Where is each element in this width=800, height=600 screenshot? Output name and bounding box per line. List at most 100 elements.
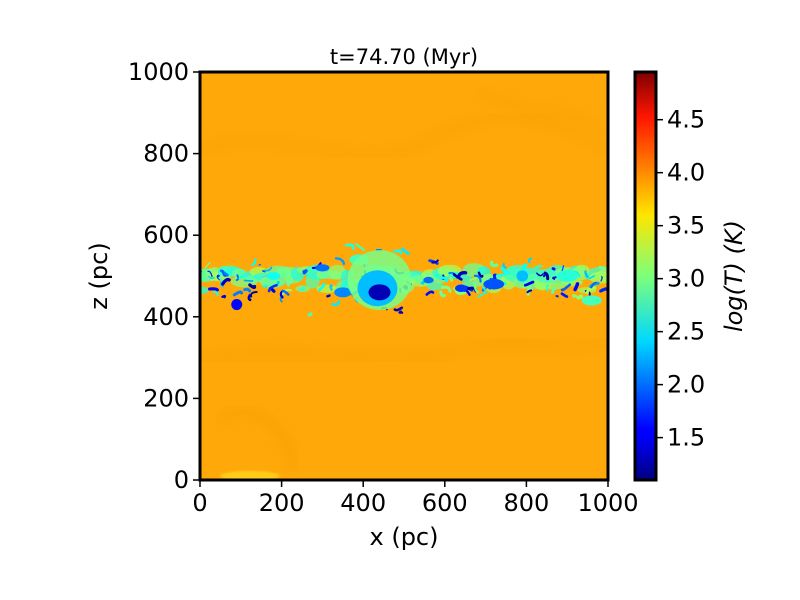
- cold-gas-filament: [543, 274, 546, 278]
- cold-gas-filament: [286, 280, 294, 287]
- cold-gas-blob: [295, 285, 311, 293]
- cold-gas-filament: [533, 265, 544, 270]
- cold-gas-filament: [456, 289, 468, 296]
- cold-gas-filament: [495, 272, 508, 278]
- cold-gas-filament: [522, 263, 528, 271]
- cold-gas-filament: [204, 261, 211, 269]
- cold-gas-filament: [232, 290, 244, 297]
- y-tick-label: 600: [143, 221, 189, 249]
- cold-gas-layer: [200, 243, 608, 317]
- cold-gas-clump: [581, 295, 602, 306]
- x-axis: 0 200 400 600 800 1000: [192, 480, 639, 517]
- cold-gas-filament: [449, 276, 453, 282]
- cold-gas-filament: [560, 292, 569, 298]
- colorbar-gradient: [635, 72, 656, 480]
- cold-gas-filament: [431, 259, 439, 264]
- colorbar-tick-label: 3.5: [667, 212, 705, 240]
- cold-gas-filament: [477, 291, 487, 298]
- colorbar-tick-label: 3.0: [667, 265, 705, 293]
- cold-gas-clump: [483, 278, 505, 290]
- cold-gas-filament: [398, 310, 404, 314]
- colorbar-tick-label: 2.5: [667, 318, 705, 346]
- cold-gas-filament: [250, 291, 258, 298]
- colorbar-frame: [633, 70, 658, 482]
- cold-gas-filament: [281, 289, 290, 296]
- cold-gas-filament: [238, 274, 249, 280]
- y-tick-label: 0: [174, 466, 189, 494]
- cold-gas-filament: [334, 257, 346, 266]
- cold-gas-filament: [425, 290, 435, 296]
- cold-gas-filament: [262, 284, 268, 288]
- cold-gas-filament: [555, 295, 559, 298]
- colorbar-tick-label: 2.0: [667, 371, 705, 399]
- cold-gas-filament: [452, 273, 463, 281]
- cold-gas-filament: [207, 270, 213, 278]
- cold-gas-filament: [481, 287, 487, 292]
- x-tick-label: 800: [503, 489, 549, 517]
- cold-gas-filament: [279, 290, 284, 299]
- cold-gas-filament: [456, 271, 468, 278]
- cold-gas-filament: [599, 287, 608, 293]
- y-tick-label: 400: [143, 303, 189, 331]
- cold-gas-filament: [221, 294, 227, 299]
- cold-gas-filament: [528, 257, 533, 264]
- cold-gas-blob: [597, 268, 608, 282]
- y-tick-label: 1000: [128, 58, 189, 86]
- cold-gas-filament: [208, 287, 219, 292]
- colorbar-axis: 1.5 2.0 2.5 3.0 3.5 4.0 4.5: [656, 106, 705, 452]
- cold-gas-filament: [243, 287, 252, 293]
- cold-gas-filament: [550, 287, 557, 295]
- cold-gas-filament: [329, 284, 333, 291]
- cold-gas-filament: [560, 283, 572, 292]
- cold-gas-filament: [546, 284, 549, 293]
- plot-frame: [198, 70, 610, 482]
- cold-gas-filament: [590, 281, 598, 289]
- cold-gas-clump: [516, 270, 529, 282]
- cold-gas-filament: [279, 296, 283, 303]
- cold-gas-clump: [455, 284, 468, 292]
- cold-gas-clump: [315, 264, 330, 272]
- cold-gas-filament: [262, 270, 266, 273]
- cold-gas-filament: [551, 267, 556, 271]
- cold-gas-filament: [572, 294, 580, 299]
- cold-gas-filament: [473, 284, 480, 294]
- cold-gas-filament: [536, 272, 544, 277]
- cold-gas-clump: [334, 287, 352, 298]
- cold-gas-filament: [523, 280, 535, 287]
- colorbar-tick-label: 4.0: [667, 159, 705, 187]
- y-axis: 0 200 400 600 800 1000: [128, 58, 200, 494]
- cold-gas-filament: [221, 277, 231, 286]
- x-tick-label: 600: [422, 489, 468, 517]
- cold-gas-filament: [247, 293, 252, 302]
- x-tick-label: 400: [340, 489, 386, 517]
- cold-gas-filament: [477, 271, 484, 278]
- cold-gas-filament: [235, 274, 240, 282]
- cold-gas-filament: [588, 275, 595, 280]
- cold-gas-blob: [200, 286, 209, 295]
- cold-gas-filament: [473, 274, 482, 283]
- cold-gas-filament: [561, 265, 565, 272]
- cold-gas-filament: [543, 271, 550, 281]
- cold-gas-filament: [598, 265, 608, 271]
- cold-gas-filament: [502, 262, 507, 269]
- cold-gas-filament: [220, 281, 225, 288]
- cold-gas-filament: [393, 306, 404, 312]
- cold-gas-filament: [469, 276, 479, 282]
- colorbar-tick-label: 1.5: [667, 424, 705, 452]
- cold-gas-filament: [355, 243, 366, 252]
- cold-gas-filament: [326, 294, 331, 298]
- cold-gas-filament: [331, 300, 341, 307]
- cold-gas-filament: [526, 289, 533, 294]
- cold-gas-filament: [500, 266, 510, 275]
- cold-gas-clump: [423, 276, 434, 284]
- cold-gas-filament: [221, 269, 227, 277]
- central-cloud-core: [368, 284, 391, 301]
- x-tick-label: 1000: [577, 489, 638, 517]
- cold-gas-filament: [307, 312, 313, 317]
- cold-gas-filament: [439, 276, 448, 283]
- heatmap-texture: [200, 87, 608, 480]
- cold-gas-filament: [584, 270, 589, 278]
- x-tick-label: 200: [259, 489, 305, 517]
